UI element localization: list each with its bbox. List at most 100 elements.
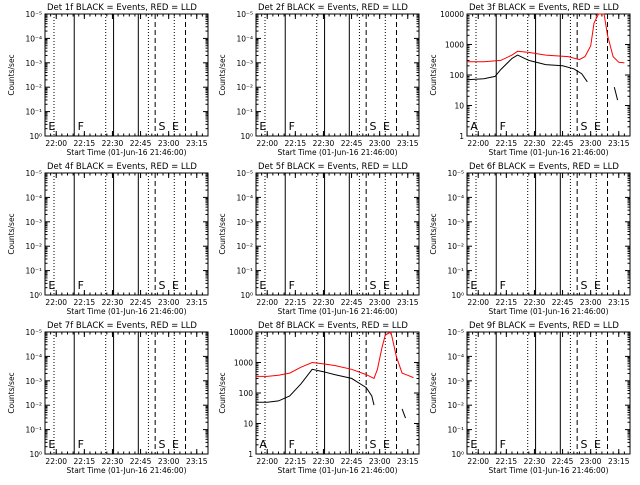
x-tick-label: 22:45 (341, 457, 363, 466)
interval-marker-E: E (259, 120, 266, 133)
x-tick-label: 22:15 (285, 139, 307, 148)
y-tick-label: 10⁻² (447, 401, 464, 410)
panel-det-9: Det 9f BLACK = Events, RED = LLD 10⁰ 10⁻¹ 1… (429, 321, 631, 475)
panel-title: Det 1f BLACK = Events, RED = LLD (47, 3, 197, 13)
x-tick-label: 22:00 (45, 457, 67, 466)
y-tick-label: 10⁻³ (447, 377, 464, 386)
plot-frame (255, 13, 420, 137)
interval-marker-E: E (172, 279, 179, 292)
x-axis-title: Start Time (01-Jun-16 21:46:00) (278, 148, 398, 157)
events-series-line (256, 368, 375, 406)
x-axis-title: Start Time (01-Jun-16 21:46:00) (278, 466, 398, 475)
plot-frame (44, 331, 209, 455)
y-tick-label: 10⁻² (447, 242, 464, 251)
panel-title: Det 7f BLACK = Events, RED = LLD (47, 321, 197, 331)
panel-det-8: Det 8f BLACK = Events, RED = LLD 1 10 100 10… (218, 321, 420, 475)
panel-title: Det 3f BLACK = Events, RED = LLD (469, 3, 619, 13)
interval-marker-S: S (581, 120, 588, 133)
interval-marker-S: S (159, 438, 166, 451)
interval-marker-A: A (259, 438, 267, 451)
panel-det-6: Det 6f BLACK = Events, RED = LLD 10⁰ 10⁻¹ 1… (429, 162, 631, 316)
x-tick-label: 22:00 (256, 457, 278, 466)
x-tick-label: 22:30 (102, 298, 124, 307)
interval-marker-E: E (259, 279, 266, 292)
x-tick-label: 22:45 (130, 457, 152, 466)
plot-frame (466, 172, 631, 296)
y-tick-label: 100 (239, 389, 254, 398)
panel-det-3: Det 3f BLACK = Events, RED = LLD 1 10 100 10… (429, 3, 631, 157)
interval-marker-E: E (172, 438, 179, 451)
interval-marker-E: E (383, 120, 390, 133)
y-tick-label: 10⁻¹ (25, 267, 42, 276)
y-tick-label: 10⁻⁵ (236, 169, 253, 178)
y-axis-title: Counts/sec (7, 213, 16, 254)
y-tick-label: 10⁻⁵ (236, 10, 253, 19)
plot-frame (44, 172, 209, 296)
y-tick-label: 10⁻³ (236, 218, 253, 227)
panel-title: Det 4f BLACK = Events, RED = LLD (47, 162, 197, 172)
x-axis-title: Start Time (01-Jun-16 21:46:00) (278, 307, 398, 316)
y-tick-label: 10⁻³ (447, 218, 464, 227)
y-tick-label: 10⁻² (236, 83, 253, 92)
x-tick-label: 22:15 (285, 298, 307, 307)
interval-marker-E: E (470, 279, 477, 292)
x-tick-label: 23:15 (397, 139, 419, 148)
interval-marker-F: F (78, 120, 84, 133)
events-series-line (613, 86, 619, 101)
interval-marker-S: S (370, 120, 377, 133)
y-tick-label: 10000 (440, 10, 464, 19)
y-tick-label: 10⁻⁴ (25, 34, 42, 43)
y-tick-label: 10⁰ (29, 450, 42, 459)
y-axis-title: Counts/sec (429, 372, 438, 413)
y-tick-label: 10⁻³ (236, 59, 253, 68)
y-tick-label: 10⁻⁴ (25, 352, 42, 361)
x-tick-label: 22:30 (102, 457, 124, 466)
y-axis-title: Counts/sec (218, 54, 227, 95)
y-tick-label: 10⁻⁴ (447, 352, 464, 361)
x-tick-label: 22:15 (74, 139, 96, 148)
y-axis-title: Counts/sec (429, 213, 438, 254)
x-tick-label: 23:00 (158, 298, 180, 307)
y-tick-label: 10⁻⁴ (25, 193, 42, 202)
y-tick-label: 10000 (229, 328, 253, 337)
interval-marker-E: E (594, 120, 601, 133)
y-tick-label: 10⁰ (451, 291, 464, 300)
y-tick-label: 10⁻⁴ (236, 34, 253, 43)
x-axis-title: Start Time (01-Jun-16 21:46:00) (489, 148, 609, 157)
x-tick-label: 22:00 (45, 298, 67, 307)
x-tick-label: 22:00 (467, 298, 489, 307)
x-tick-label: 22:00 (45, 139, 67, 148)
x-tick-label: 23:15 (608, 298, 630, 307)
x-axis-title: Start Time (01-Jun-16 21:46:00) (67, 466, 187, 475)
panel-det-2: Det 2f BLACK = Events, RED = LLD 10⁰ 10⁻¹ 1… (218, 3, 420, 157)
x-tick-label: 22:00 (256, 298, 278, 307)
x-tick-label: 23:15 (186, 457, 208, 466)
y-tick-label: 1 (248, 450, 253, 459)
lld-series-line (256, 331, 414, 380)
x-tick-label: 22:45 (130, 139, 152, 148)
interval-marker-E: E (48, 438, 55, 451)
x-tick-label: 23:15 (397, 298, 419, 307)
x-tick-label: 22:15 (496, 298, 518, 307)
y-tick-label: 10⁻¹ (236, 108, 253, 117)
events-series-line (401, 408, 406, 419)
interval-marker-F: F (289, 279, 295, 292)
interval-marker-S: S (581, 438, 588, 451)
x-tick-label: 23:00 (580, 139, 602, 148)
x-tick-label: 23:00 (580, 298, 602, 307)
plot-frame (44, 13, 209, 137)
x-tick-label: 23:15 (608, 139, 630, 148)
y-tick-label: 10⁻³ (25, 377, 42, 386)
y-tick-label: 10⁰ (451, 450, 464, 459)
y-tick-label: 10⁻¹ (25, 426, 42, 435)
interval-marker-F: F (289, 438, 295, 451)
x-tick-label: 23:15 (608, 457, 630, 466)
interval-marker-E: E (594, 279, 601, 292)
x-axis-title: Start Time (01-Jun-16 21:46:00) (489, 466, 609, 475)
x-tick-label: 22:00 (467, 139, 489, 148)
panel-title: Det 8f BLACK = Events, RED = LLD (258, 321, 408, 331)
y-tick-label: 10⁻⁵ (447, 169, 464, 178)
x-tick-label: 22:15 (496, 139, 518, 148)
interval-marker-E: E (48, 120, 55, 133)
